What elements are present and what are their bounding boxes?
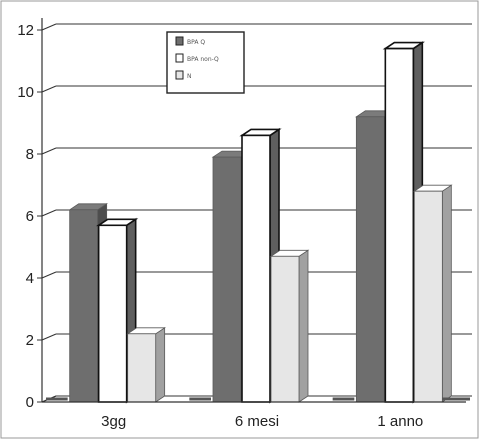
- bar: [355, 116, 385, 403]
- y-tick-label: 12: [17, 22, 34, 39]
- x-category-labels: 3gg 6 mesi 1 anno: [101, 413, 423, 430]
- bar-side: [155, 327, 166, 403]
- gridline-depth: [41, 85, 57, 93]
- bar-side: [298, 249, 309, 403]
- bar: [413, 190, 443, 403]
- gridline-depth: [41, 271, 57, 279]
- legend-entry: BPA Q: [187, 39, 205, 46]
- bar: [212, 156, 242, 403]
- y-tick-label: 2: [26, 332, 34, 349]
- y-tick-label: 0: [26, 394, 34, 411]
- gridline-depth: [41, 209, 57, 217]
- legend-entry: BPA non-Q: [187, 56, 219, 63]
- y-tick-label: 8: [26, 146, 34, 163]
- bar: [127, 333, 157, 403]
- bar: [384, 47, 415, 403]
- x-category-label: 6 mesi: [235, 413, 279, 430]
- x-category-label: 3gg: [101, 413, 126, 430]
- legend: BPA Q BPA non-Q N: [166, 31, 245, 94]
- gridline-depth: [41, 333, 57, 341]
- legend-entry: N: [187, 73, 192, 80]
- y-tick-label: 10: [17, 84, 34, 101]
- legend-swatch: [175, 53, 184, 63]
- legend-swatch: [175, 70, 184, 80]
- bar: [241, 134, 271, 403]
- x-category-label: 1 anno: [377, 413, 423, 430]
- bar: [97, 224, 128, 403]
- bar: [270, 255, 300, 403]
- legend-swatch: [175, 36, 184, 46]
- y-tick-labels: 0 2 4 6 8 10 12: [17, 22, 34, 411]
- gridline-depth: [41, 23, 57, 31]
- y-tick-label: 4: [26, 270, 34, 287]
- bar-side: [441, 184, 452, 403]
- bars: [42, 41, 470, 404]
- gridline-depth: [41, 147, 57, 155]
- bar: [69, 209, 99, 403]
- y-tick-label: 6: [26, 208, 34, 225]
